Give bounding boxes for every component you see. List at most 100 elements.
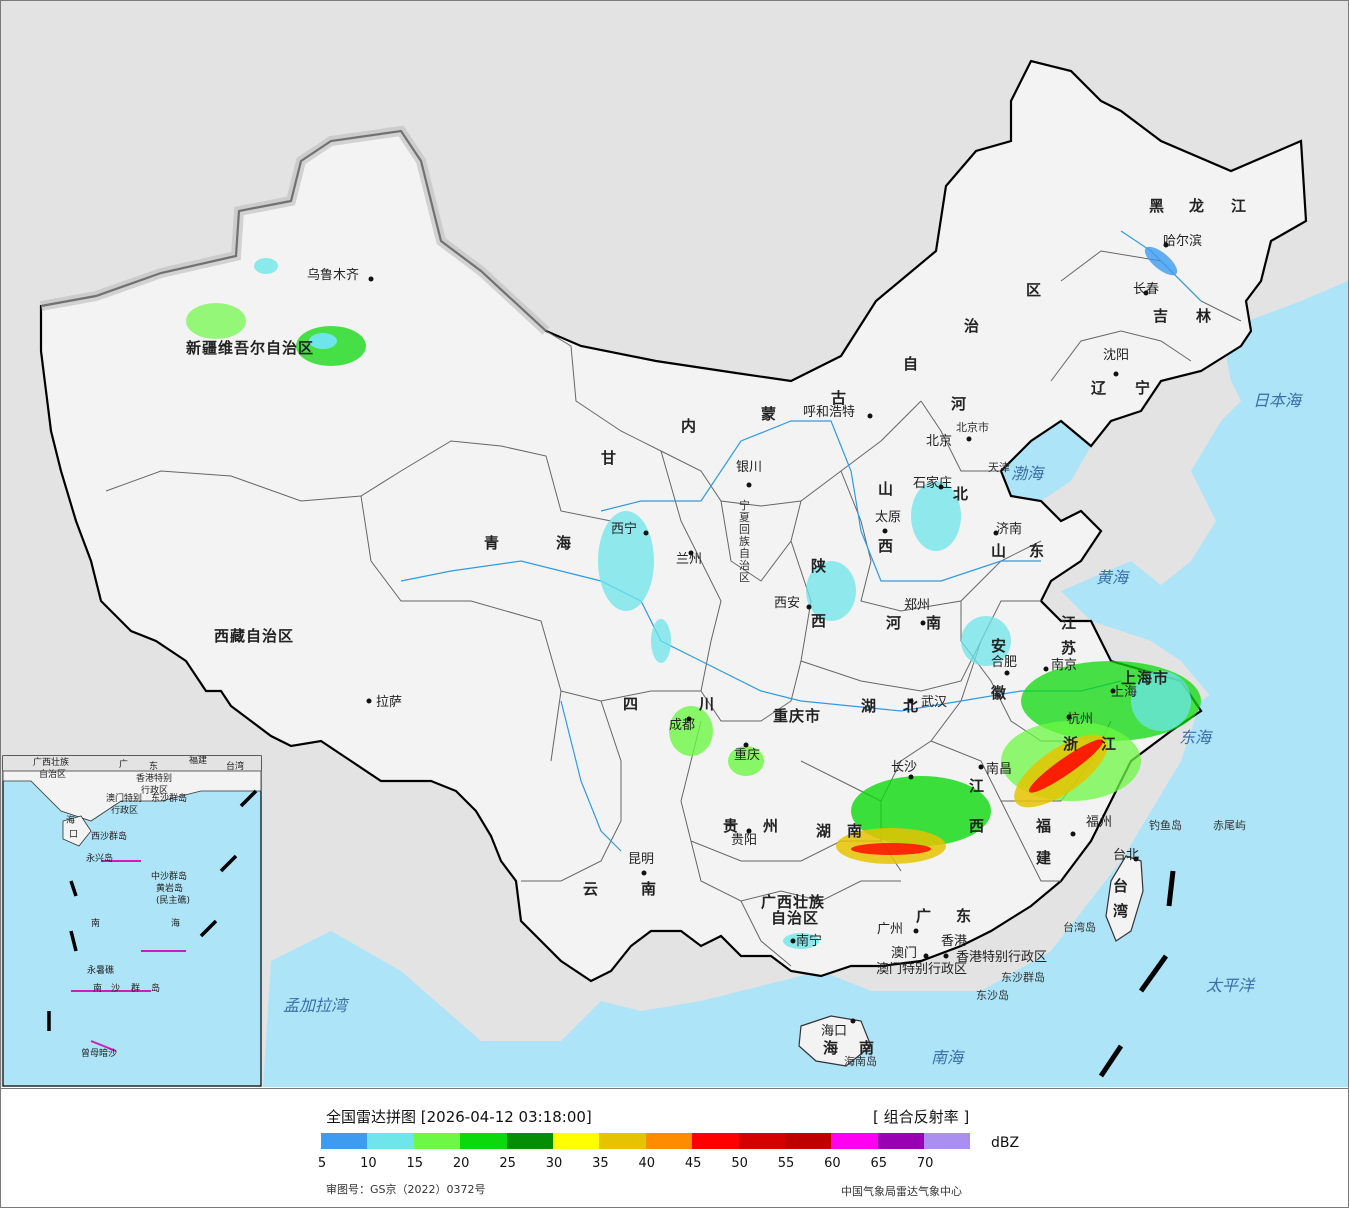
color-bar-segment	[692, 1133, 739, 1149]
city-marker	[1070, 831, 1076, 837]
province-label: 江	[1231, 197, 1247, 215]
color-bar-segment	[367, 1133, 414, 1149]
province-label-ningxia: 回	[739, 523, 750, 536]
island-label: 东沙群岛	[1001, 970, 1045, 984]
province-label: 香港特别行政区	[956, 950, 1047, 965]
city-label: 西安	[774, 596, 800, 611]
city-marker	[908, 698, 914, 704]
province-label: 北	[903, 697, 919, 715]
color-bar-tick-label: 65	[870, 1156, 888, 1171]
sea-label: 东海	[1179, 728, 1213, 747]
province-label: 广西壮族	[761, 893, 825, 911]
color-bar-tick-label: 15	[406, 1156, 424, 1171]
province-label: 湾	[1113, 902, 1129, 920]
sea-label: 孟加拉湾	[283, 996, 350, 1015]
city-label: 武汉	[921, 695, 947, 710]
city-marker	[641, 870, 647, 876]
province-label: 辽	[1091, 379, 1107, 397]
color-bar-tick-label: 10	[360, 1156, 377, 1171]
province-label: 海	[556, 534, 572, 552]
city-marker	[643, 530, 649, 536]
province-label: 浙	[1063, 735, 1079, 753]
province-label: 林	[1196, 307, 1212, 325]
city-label: 西宁	[611, 521, 637, 537]
city-marker	[743, 742, 749, 748]
color-bar	[321, 1133, 971, 1149]
inset-label: 自治区	[39, 768, 66, 780]
city-label: 广州	[877, 922, 903, 937]
province-label: 自	[903, 355, 919, 373]
inset-label: 海	[66, 814, 75, 826]
province-label: 新疆维吾尔自治区	[186, 339, 314, 357]
inset-label: 岛	[151, 982, 160, 994]
city-label: 长春	[1133, 282, 1159, 297]
city-marker	[908, 774, 914, 780]
color-bar-segment	[599, 1133, 646, 1149]
city-label: 海口	[821, 1024, 847, 1039]
city-marker	[913, 928, 919, 934]
color-bar-segment	[321, 1133, 368, 1149]
color-bar-segment	[413, 1133, 461, 1149]
city-marker	[746, 482, 752, 488]
province-label: 澳门特别行政区	[876, 961, 967, 977]
south-sea-inset	[2, 755, 262, 1087]
city-label: 南昌	[986, 761, 1012, 777]
province-label: 江	[1101, 735, 1117, 753]
city-marker	[1143, 290, 1149, 296]
city-label: 昆明	[628, 852, 654, 867]
island-label: 钓鱼岛	[1149, 818, 1182, 832]
city-label: 上海	[1111, 685, 1137, 700]
city-marker	[850, 1018, 856, 1024]
approval-number: 审图号：GS京（2022）0372号	[326, 1183, 486, 1196]
city-label: 福州	[1086, 815, 1112, 830]
color-bar-tick-label: 70	[916, 1156, 934, 1171]
inset-label: 沙	[111, 983, 120, 994]
inset-label: 南	[91, 917, 100, 929]
city-label: 兰州	[676, 552, 702, 567]
unit-label: dBZ	[991, 1135, 1020, 1151]
province-label: 广	[916, 907, 932, 925]
sea-label: 太平洋	[1206, 976, 1256, 995]
color-bar-segment	[552, 1133, 600, 1149]
china-land	[39, 59, 1308, 983]
province-label: 北	[953, 485, 969, 503]
province-label: 南	[859, 1039, 875, 1057]
city-marker	[943, 953, 949, 959]
province-label: 徽	[990, 684, 1007, 702]
province-label: 江	[969, 777, 985, 795]
province-label: 贵	[723, 817, 739, 835]
color-bar-segment	[460, 1133, 507, 1149]
city-label: 合肥	[991, 655, 1017, 670]
color-bar-segment	[506, 1133, 553, 1149]
island-label: 台湾岛	[1063, 920, 1096, 934]
province-label: 自治区	[771, 909, 819, 927]
city-label: 银川	[736, 460, 762, 475]
province-label-ningxia: 自	[739, 547, 750, 560]
inset-label: 澳门特别	[106, 792, 142, 804]
inset-label: 广西壮族	[33, 756, 69, 768]
province-label: 东	[1029, 542, 1045, 560]
province-label: 川	[698, 695, 715, 713]
hainan	[798, 1015, 872, 1067]
sea-label: 黄海	[1096, 568, 1130, 587]
city-marker	[920, 620, 926, 626]
city-label: 重庆	[734, 747, 760, 763]
inset-label: 东	[149, 760, 158, 772]
city-label: 杭州	[1067, 712, 1093, 727]
province-label: 西	[878, 537, 894, 555]
inset-label: 中沙群岛	[151, 870, 187, 882]
province-label: 宁	[1135, 379, 1151, 397]
city-label: 成都	[669, 718, 695, 733]
color-bar-segment	[924, 1133, 971, 1149]
province-label: 安	[991, 637, 1007, 655]
province-label-ningxia: 治	[739, 558, 750, 572]
city-label: 石家庄	[913, 475, 952, 491]
province-label: 福	[1035, 817, 1052, 835]
color-bar-tick-label: 40	[638, 1156, 656, 1171]
province-label: 黑	[1149, 197, 1165, 215]
color-bar-segment	[831, 1133, 878, 1149]
inset-label: 台湾	[226, 760, 244, 772]
city-label: 拉萨	[376, 695, 402, 710]
color-bar-tick-label: 60	[824, 1156, 841, 1171]
